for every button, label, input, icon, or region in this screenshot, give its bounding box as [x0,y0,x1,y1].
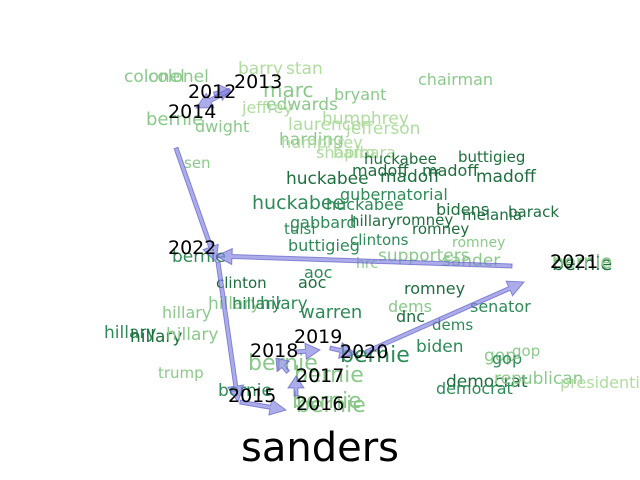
word-label: melania [462,206,522,224]
word-label: jefferson [345,119,420,139]
year-label: 2017 [296,365,344,387]
word-label: bernie [146,109,203,130]
word-label: colonel [124,67,185,87]
word-label: gubernatorial [340,185,448,204]
word-label: warren [300,302,362,323]
word-label: aoc [298,273,326,292]
year-label: 2015 [228,385,276,407]
word-label: stan [286,59,323,79]
word-label: hillary [232,294,281,313]
word-label: clintons [350,231,409,249]
trajectory-arrows [173,83,526,416]
word-label: gabbard [290,213,357,232]
word-label: barack [508,203,559,221]
year-label: 2016 [296,393,344,415]
word-label: hillary [104,323,156,343]
word-label: sander [442,251,500,271]
word-label: bryant [334,85,386,104]
word-label: colonel [148,67,209,87]
word-label: bernie [292,389,362,414]
word-label: dwight [195,117,249,136]
word-label: gop [492,349,522,368]
word-label: madoff [422,161,479,180]
year-label: 2021 [550,251,598,273]
word-label: buttigieg [288,236,360,255]
trajectory-arrow [173,146,219,264]
word-label: dems [388,297,432,316]
word-label: democrat [436,379,513,398]
trajectory-arrow [214,247,513,269]
word-label: bidens [436,200,489,219]
word-label: bernie [552,251,612,273]
word-label: sen [184,154,211,172]
word-label: romney [396,211,453,229]
word-label: clinton [216,274,267,292]
word-label: jeffrey [241,98,293,117]
word-label: huckabee [364,150,437,168]
word-label: huckabee [326,195,404,214]
word-label: romney [412,220,469,238]
year-label: 2018 [250,340,298,362]
word-label: bernie [552,253,612,275]
word-label: harding [279,130,344,150]
word-label: madoff [380,167,441,187]
word-label: dnc [396,307,425,326]
word-label: gop [484,346,516,366]
trajectory-arrow [239,398,288,416]
word-label: gop [512,342,540,360]
word-label: bernie [294,363,364,388]
trajectory-arrow [329,341,358,359]
year-label: 2014 [168,101,216,123]
word-label: humphrey [281,133,363,152]
year-label: 2022 [168,237,216,259]
year-label: 2012 [188,81,236,103]
year-label: 2013 [234,71,282,93]
word-label: republican [494,369,583,389]
trajectory-arrow [287,375,305,397]
word-label: romney [452,235,505,251]
word-label: trump [158,364,204,382]
word-label: biden [416,337,464,357]
word-label: madoff [476,167,537,187]
word-label: buttigieg [458,148,525,166]
word-label: huckabee [286,169,369,189]
word-label: tulsi [284,220,316,238]
word-label: edwards [266,95,338,115]
word-label: presidential [560,373,640,392]
word-label: humphrey [322,109,409,129]
word-label: democrat [446,372,528,392]
trajectory-arrow [364,280,526,355]
word-label: hillary [166,325,218,345]
word-label: hillary [350,212,396,230]
trajectory-arrow [195,87,232,109]
word-label: madoff [352,161,409,180]
word-label: barbara [333,143,396,162]
word-label: chairman [418,70,493,89]
year-label: 2019 [294,326,342,348]
diagram-title: sanders [241,425,399,471]
word-label: huckabee [252,192,344,214]
trajectory-arrow [295,342,322,361]
word-label: marc [263,78,314,102]
word-label: bernie [296,393,366,418]
trajectory-arrow [215,261,245,404]
word-label: barry [238,59,283,79]
word-label: hillary [162,303,211,322]
word-label: shapiro [316,143,375,162]
word-label: bernie [218,381,272,401]
trajectory-arrow [275,357,291,375]
word-label: hillary [130,327,182,347]
word-label: laurence [288,115,362,135]
word-label: aoc [304,263,332,282]
word-label: hilary [260,294,308,314]
word-label: romney [404,279,465,298]
year-label: 2020 [340,341,388,363]
